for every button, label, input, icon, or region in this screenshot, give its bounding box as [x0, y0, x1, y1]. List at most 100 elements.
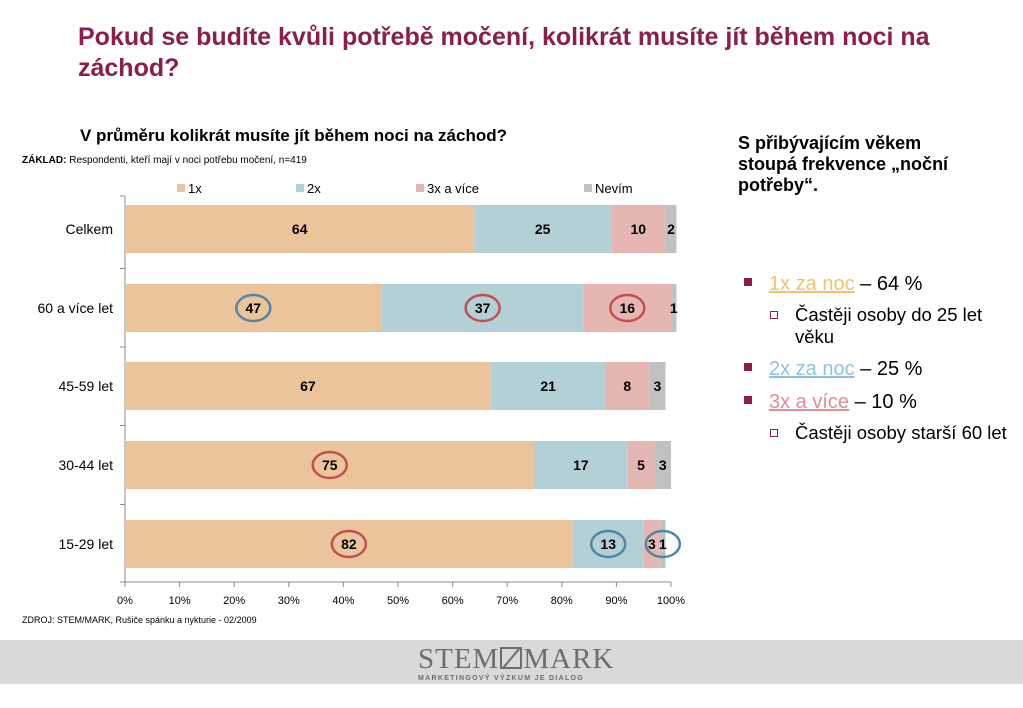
legend-swatch — [584, 184, 592, 192]
data-label: 25 — [535, 221, 551, 237]
legend-label: Nevím — [595, 181, 633, 196]
data-label: 47 — [246, 300, 262, 316]
subbullet-text: Častěji osoby starší 60 let — [795, 422, 1007, 443]
bullet-3x: 3x a více – 10 % — [744, 391, 1014, 414]
bar-segment — [125, 362, 491, 410]
data-label: 8 — [623, 378, 631, 394]
x-tick-label: 20% — [223, 595, 245, 607]
data-label: 21 — [540, 378, 556, 394]
highlight-circle — [235, 293, 272, 323]
legend-label: 1x — [188, 181, 202, 196]
x-tick-label: 40% — [332, 595, 354, 607]
bar-segment — [583, 284, 671, 332]
x-tick-label: 10% — [169, 595, 191, 607]
chart-title: V průměru kolikrát musíte jít během noci… — [80, 126, 507, 145]
bullet-keyword: 1x za noc — [769, 273, 855, 295]
x-tick-label: 30% — [278, 595, 300, 607]
logo-slash-icon — [500, 647, 523, 669]
bullet-value: – 64 % — [854, 273, 923, 295]
legend-swatch — [296, 184, 304, 192]
bar-segment — [660, 520, 666, 568]
side-bullets: 1x za noc – 64 % Častěji osoby do 25 let… — [744, 273, 1014, 454]
data-label: 1 — [670, 300, 678, 316]
data-label: 64 — [292, 221, 308, 237]
highlight-circle — [644, 529, 682, 559]
bar-segment — [125, 520, 573, 568]
bullet-keyword: 2x za noc — [769, 358, 855, 380]
basis-text: Respondenti, kteří mají v noci potřebu m… — [69, 155, 307, 166]
bullet-value: – 25 % — [854, 358, 923, 380]
bar-segment — [671, 284, 677, 332]
hollow-square-icon — [770, 311, 778, 319]
bar-segment — [125, 441, 535, 489]
category-label: 15-29 let — [59, 536, 114, 552]
legend-swatch — [416, 184, 424, 192]
bar-segment — [665, 205, 677, 253]
highlight-circle — [609, 293, 646, 323]
x-tick-label: 50% — [387, 595, 409, 607]
subbullet-old: Častěji osoby starší 60 let — [744, 422, 1014, 444]
x-tick-label: 100% — [657, 595, 685, 607]
highlight-circle — [330, 529, 368, 559]
bar-segment — [474, 205, 611, 253]
logo-tagline: MARKETINGOVÝ VÝZKUM JE DIALOG — [418, 675, 585, 682]
data-label: 75 — [322, 457, 338, 473]
data-label: 10 — [630, 221, 646, 237]
basis-label: ZÁKLAD: — [22, 155, 67, 166]
bar-segment — [654, 441, 671, 489]
bullet-square-icon — [744, 363, 752, 371]
data-label: 16 — [620, 300, 636, 316]
data-label: 3 — [653, 378, 661, 394]
side-heading: S přibývajícím věkem stoupá frekvence „n… — [738, 133, 949, 195]
subbullet-young: Častěji osoby do 25 let věku — [744, 304, 1014, 348]
stacked-bar-chart: 0% 10% 20% 30% 40% 50% 60% 70% 80% 90% 100% Celkem 6… — [38, 181, 686, 607]
highlight-circle — [464, 293, 501, 323]
data-label: 82 — [341, 536, 357, 552]
bar-segment — [490, 362, 606, 410]
category-label: 60 a více let — [38, 300, 114, 316]
data-label: 3 — [659, 457, 667, 473]
source-note: ZDROJ: STEM/MARK, Rušiče spánku a nyktur… — [22, 615, 257, 625]
subbullet-text: Častěji osoby do 25 let věku — [795, 304, 983, 347]
footer-bar: STEM MARK MARKETINGOVÝ VÝZKUM JE DIALOG — [0, 640, 1023, 684]
bullet-value: – 10 % — [849, 391, 917, 413]
bar-segment — [627, 441, 655, 489]
bar-segment — [381, 284, 584, 332]
legend-swatch — [177, 184, 185, 192]
bullet-square-icon — [744, 278, 752, 286]
legend-label: 2x — [307, 181, 321, 196]
logo-left-text: STEM — [418, 643, 500, 675]
highlight-circle — [589, 529, 627, 559]
basis-note: ZÁKLAD: Respondenti, kteří mají v noci p… — [22, 155, 307, 166]
bar-segment — [125, 205, 475, 253]
logo-right-text: MARK — [523, 643, 615, 675]
highlight-circle — [311, 450, 348, 480]
x-tick-label: 60% — [442, 595, 464, 607]
data-label: 3 — [648, 536, 656, 552]
category-label: Celkem — [66, 221, 113, 237]
stem-mark-logo: STEM MARK MARKETINGOVÝ VÝZKUM JE DIALOG — [418, 644, 628, 682]
bullet-square-icon — [744, 396, 752, 404]
x-tick-label: 90% — [605, 595, 627, 607]
data-label: 13 — [600, 536, 616, 552]
bar-segment — [649, 362, 666, 410]
data-label: 5 — [637, 457, 645, 473]
legend-label: 3x a více — [427, 181, 479, 196]
bar-segment — [605, 362, 650, 410]
bar-segment — [534, 441, 628, 489]
category-label: 45-59 let — [59, 378, 114, 394]
slide-title: Pokud se budíte kvůli potřebě močení, ko… — [78, 23, 930, 82]
data-label: 67 — [300, 378, 316, 394]
bar-segment — [125, 284, 382, 332]
data-label: 2 — [667, 221, 675, 237]
data-label: 1 — [659, 536, 667, 552]
data-label: 37 — [475, 300, 491, 316]
x-tick-label: 0% — [117, 595, 133, 607]
x-tick-label: 80% — [551, 595, 573, 607]
bullet-1x: 1x za noc – 64 % — [744, 273, 1014, 296]
category-label: 30-44 let — [59, 457, 114, 473]
hollow-square-icon — [770, 429, 778, 437]
bullet-2x: 2x za noc – 25 % — [744, 358, 1014, 381]
data-label: 17 — [573, 457, 589, 473]
x-tick-label: 70% — [496, 595, 518, 607]
